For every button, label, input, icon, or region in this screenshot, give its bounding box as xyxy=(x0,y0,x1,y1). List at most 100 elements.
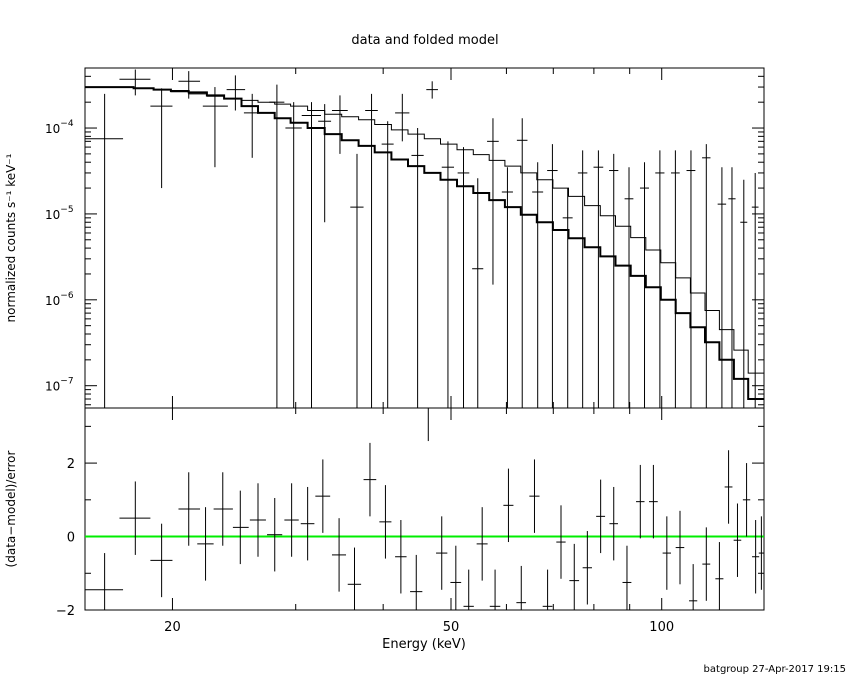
residual-y-tick-label: 2 xyxy=(67,457,75,472)
x-tick-label: 50 xyxy=(443,620,460,635)
y-tick-label-exponent: −4 xyxy=(60,119,74,129)
spectrum-point xyxy=(751,172,759,408)
spectrum-point xyxy=(301,102,321,408)
residual-point xyxy=(752,520,760,594)
residual-point xyxy=(232,490,249,565)
residual-point xyxy=(503,468,514,543)
x-axis-label: Energy (keV) xyxy=(382,637,466,652)
residual-point xyxy=(758,516,764,590)
residual-point xyxy=(450,545,462,610)
spectrum-point xyxy=(178,71,201,99)
spectrum-point xyxy=(686,150,696,408)
residual-point xyxy=(363,442,377,517)
residual-point xyxy=(556,505,566,579)
residual-point xyxy=(542,569,553,610)
residual-point xyxy=(410,554,423,610)
spectrum-point xyxy=(85,93,124,408)
spectrum-y-axis-label: normalized counts s⁻¹ keV⁻¹ xyxy=(4,153,18,322)
spectrum-point xyxy=(577,150,588,408)
residual-point xyxy=(379,485,392,559)
spectrum-point xyxy=(593,150,604,408)
y-tick-label-base: 10 xyxy=(45,208,60,222)
residual-point xyxy=(315,459,331,533)
spectrum-point xyxy=(202,87,228,168)
residual-point xyxy=(675,510,685,585)
residual-point xyxy=(422,407,434,442)
spectrum-panel: 10−410−510−610−7 xyxy=(45,67,765,409)
spectrum-point xyxy=(487,118,499,285)
residual-point xyxy=(622,545,632,610)
spectrum-point xyxy=(395,93,410,142)
spectrum-point xyxy=(609,153,619,408)
y-tick-label: 10−6 xyxy=(45,291,74,308)
spectrum-point xyxy=(350,153,364,408)
residual-point xyxy=(569,543,580,610)
y-tick-label: 10−7 xyxy=(45,377,74,394)
model-line-thin xyxy=(85,86,764,374)
residual-point xyxy=(609,486,618,561)
residual-point xyxy=(463,569,474,610)
spectrum-point xyxy=(381,121,394,408)
residual-point xyxy=(331,518,347,592)
spectrum-point xyxy=(441,141,455,408)
spectrum-point xyxy=(670,150,680,408)
residual-data-points xyxy=(85,407,764,610)
y-tick-label-exponent: −6 xyxy=(60,291,74,301)
residual-point xyxy=(529,459,540,533)
residual-point xyxy=(178,472,201,546)
residual-point xyxy=(636,464,645,539)
y-tick-label-exponent: −5 xyxy=(60,205,73,215)
spectrum-point xyxy=(285,102,302,408)
spectrum-point xyxy=(331,95,348,154)
spectrum-point xyxy=(532,162,544,408)
spectrum-point xyxy=(365,93,378,408)
spectrum-point xyxy=(150,88,173,189)
y-tick-label-exponent: −7 xyxy=(60,377,73,387)
spectrum-point xyxy=(728,167,736,408)
residual-point xyxy=(197,507,214,581)
spectrum-point xyxy=(624,167,634,408)
spectrum-point xyxy=(547,144,558,408)
spectrum-point xyxy=(702,144,711,408)
residual-point xyxy=(300,486,315,561)
residual-x-ticks: 20 50 100 xyxy=(164,408,674,635)
residual-point xyxy=(733,503,742,577)
residual-point xyxy=(742,463,751,537)
folded-model-lines xyxy=(85,86,764,400)
residual-point xyxy=(347,547,362,610)
residual-point xyxy=(213,472,233,546)
residual-point xyxy=(662,516,671,590)
y-tick-label: 10−4 xyxy=(45,119,74,136)
residual-point xyxy=(395,520,407,594)
y-tick-label: 10−5 xyxy=(45,205,74,222)
residual-point xyxy=(249,483,266,557)
chart-title: data and folded model xyxy=(351,33,498,48)
residual-point xyxy=(648,464,658,539)
spectrum-point xyxy=(740,179,748,408)
residual-y-tick-label: 0 xyxy=(67,531,75,546)
residual-point xyxy=(715,542,724,610)
spectrum-point xyxy=(639,162,649,408)
spectrum-point xyxy=(562,188,573,408)
residual-y-axis-label: (data−model)/error xyxy=(4,450,18,567)
residual-point xyxy=(582,531,592,605)
spectrum-panel-frame xyxy=(84,67,765,409)
x-tick-label: 100 xyxy=(649,620,674,635)
spectrum-point xyxy=(243,93,261,158)
footer-timestamp: batgroup 27-Apr-2017 19:15 xyxy=(704,664,846,675)
residual-point xyxy=(516,565,527,610)
spectrum-point xyxy=(516,118,528,408)
spectrum-data-points xyxy=(85,69,759,408)
x-tick-label: 20 xyxy=(164,620,181,635)
y-tick-label-base: 10 xyxy=(45,380,60,394)
residual-point xyxy=(489,569,501,610)
residual-point xyxy=(436,516,448,590)
spectrum-point xyxy=(411,128,424,408)
spectrum-point xyxy=(655,150,665,408)
residual-point xyxy=(85,553,124,610)
spectrum-point xyxy=(226,75,246,111)
residual-point xyxy=(119,481,151,555)
spectrum-point xyxy=(269,84,285,408)
residual-point xyxy=(284,483,299,557)
